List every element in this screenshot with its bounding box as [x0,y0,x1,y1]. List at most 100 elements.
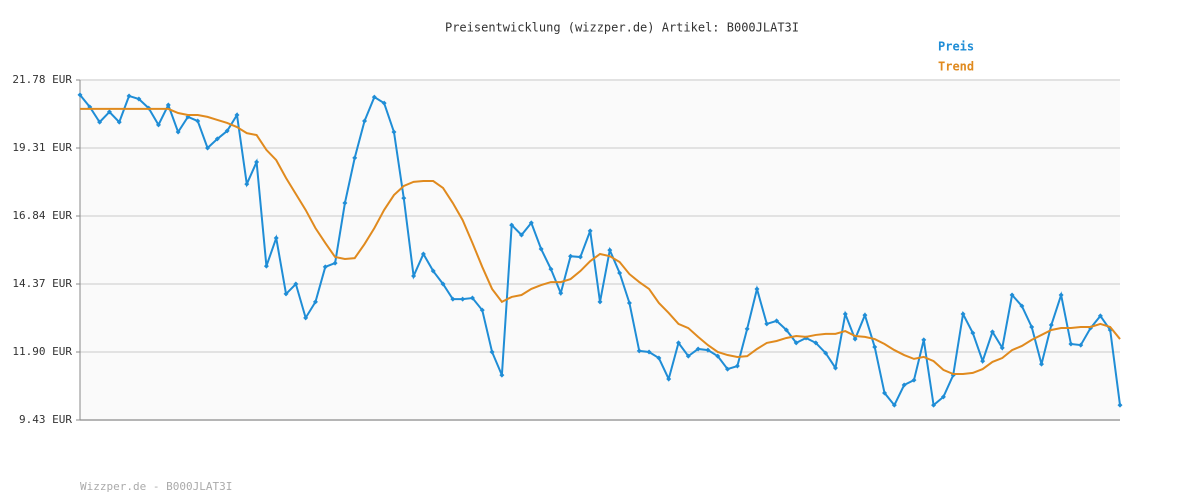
point-marker [303,315,309,321]
y-tick-label: 9.43 EUR [19,413,72,426]
point-marker [155,122,161,128]
point-marker [852,336,858,342]
point-marker [460,296,466,302]
chart-title: Preisentwicklung (wizzper.de) Artikel: B… [445,21,799,35]
point-marker [479,307,485,313]
point-marker [989,329,995,335]
point-marker [980,358,986,364]
point-marker [832,365,838,371]
point-marker [1009,292,1015,298]
point-marker [175,129,181,135]
point-marker [509,222,515,228]
point-marker [420,251,426,257]
point-marker [244,181,250,187]
point-marker [999,345,1005,351]
point-marker [617,270,623,276]
point-marker [214,136,220,142]
point-marker [921,337,927,343]
point-marker [862,312,868,318]
point-marker [901,382,907,388]
point-marker [1117,402,1123,408]
point-marker [931,402,937,408]
point-marker [263,263,269,269]
point-marker [695,346,701,352]
point-marker [675,340,681,346]
point-marker [489,349,495,355]
point-marker [646,349,652,355]
point-marker [577,254,583,260]
point-marker [430,268,436,274]
point-marker [1039,361,1045,367]
point-marker [1097,313,1103,319]
point-marker [332,260,338,266]
point-marker [734,363,740,369]
point-marker [381,100,387,106]
point-marker [872,344,878,350]
point-marker [783,327,789,333]
point-marker [705,347,711,353]
point-marker [106,109,112,115]
point-marker [116,119,122,125]
point-marker [725,366,731,372]
point-marker [205,145,211,151]
point-marker [960,311,966,317]
point-marker [77,92,83,98]
point-marker [224,128,230,134]
plot-area [80,80,1120,420]
point-marker [940,394,946,400]
point-marker [666,376,672,382]
point-marker [793,340,799,346]
point-marker [548,266,554,272]
point-marker [362,118,368,124]
point-marker [656,355,662,361]
footer: Wizzper.de - B000JLAT3I [80,480,232,493]
point-marker [312,299,318,305]
point-marker [1068,341,1074,347]
point-marker [273,235,279,241]
point-marker [126,93,132,99]
point-marker [136,96,142,102]
point-marker [411,273,417,279]
point-marker [293,281,299,287]
point-marker [685,353,691,359]
y-tick-label: 14.37 EUR [12,277,72,290]
y-tick-label: 19.31 EUR [12,141,72,154]
point-marker [440,281,446,287]
point-marker [283,291,289,297]
y-tick-label: 16.84 EUR [12,209,72,222]
point-marker [1078,342,1084,348]
point-marker [823,350,829,356]
point-marker [911,377,917,383]
point-marker [754,286,760,292]
point-marker [254,159,260,165]
point-marker [97,119,103,125]
series-line [80,107,1121,376]
point-marker [764,321,770,327]
point-marker [195,118,201,124]
point-marker [568,253,574,259]
point-marker [538,246,544,252]
point-marker [597,299,603,305]
point-marker [607,247,613,253]
point-marker [1019,303,1025,309]
point-marker [499,372,505,378]
point-marker [558,290,564,296]
y-tick-label: 11.90 EUR [12,345,72,358]
point-marker [626,300,632,306]
point-marker [234,112,240,118]
point-marker [715,353,721,359]
point-marker [1048,322,1054,328]
point-marker [391,129,397,135]
point-marker [842,311,848,317]
point-marker [322,264,328,270]
point-marker [891,402,897,408]
point-marker [352,155,358,161]
point-marker [528,220,534,226]
point-marker [744,326,750,332]
point-marker [813,340,819,346]
point-marker [469,295,475,301]
y-tick-label: 21.78 EUR [12,73,72,86]
point-marker [371,94,377,100]
legend-entry: Trend [938,60,974,74]
